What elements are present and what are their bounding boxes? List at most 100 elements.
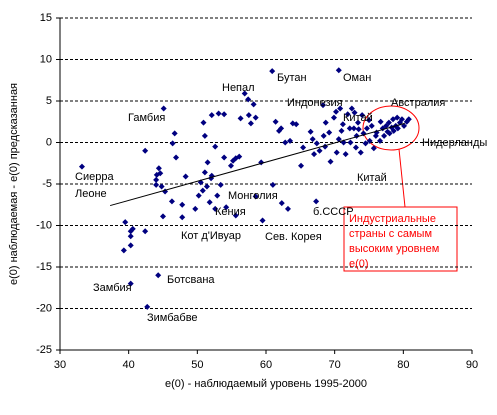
point	[160, 105, 167, 112]
point	[327, 158, 334, 165]
highlight-ellipse	[362, 105, 420, 151]
point	[335, 67, 342, 74]
point	[316, 147, 323, 154]
x-tick-label: 40	[123, 359, 135, 371]
callout-text: страны с самым	[349, 228, 432, 240]
point	[78, 163, 85, 170]
point	[241, 90, 248, 97]
point	[377, 118, 384, 125]
point	[142, 228, 149, 235]
callout-box	[343, 206, 458, 272]
x-tick-label: 90	[466, 359, 478, 371]
x-axis-label: e(0) - наблюдаемый уровень 1995-2000	[165, 378, 367, 390]
point	[214, 192, 221, 199]
annotation: Австралия	[391, 97, 445, 109]
point	[245, 112, 252, 119]
y-axis-label: e(0) наблюдаемая - e(0) предсказанная	[8, 83, 20, 285]
point	[245, 96, 252, 103]
point	[171, 130, 178, 137]
point	[390, 127, 397, 134]
point	[344, 111, 351, 118]
point	[120, 247, 127, 254]
callout-text: e(0)	[349, 258, 369, 270]
point	[368, 122, 375, 129]
y-tick-label: -10	[36, 219, 52, 231]
y-tick-label: -15	[36, 261, 52, 273]
x-tick-label: 70	[329, 359, 341, 371]
point	[383, 122, 390, 129]
point	[376, 137, 383, 144]
annotation: Ботсвана	[167, 274, 215, 286]
point	[168, 198, 175, 205]
point	[142, 147, 149, 154]
point	[212, 143, 219, 150]
point	[158, 183, 165, 190]
point	[206, 199, 213, 206]
annotation: Сев. Корея	[265, 231, 322, 243]
point	[351, 109, 358, 116]
x-tick-label: 30	[54, 359, 66, 371]
point	[236, 153, 243, 160]
point	[179, 201, 186, 208]
point	[127, 233, 134, 240]
point	[278, 200, 285, 207]
trendline	[109, 122, 405, 207]
point	[338, 127, 345, 134]
annotation: Кения	[215, 206, 246, 218]
point	[366, 137, 373, 144]
y-tick-label: 10	[40, 53, 52, 65]
point	[298, 162, 305, 169]
x-tick-label: 50	[191, 359, 203, 371]
point	[320, 132, 327, 139]
annotation: Кот д'Ивуар	[181, 230, 241, 242]
x-tick-label: 80	[397, 359, 409, 371]
point	[282, 139, 289, 146]
point	[405, 116, 412, 123]
point	[122, 219, 129, 226]
point	[200, 119, 207, 126]
point	[208, 112, 215, 119]
point	[337, 105, 344, 112]
point	[252, 114, 259, 121]
point	[129, 225, 136, 232]
point	[204, 159, 211, 166]
point	[212, 205, 219, 212]
callout-line	[398, 148, 406, 208]
point	[398, 116, 405, 123]
point	[160, 213, 166, 220]
point	[366, 117, 372, 124]
annotation: Сиерра	[75, 171, 114, 183]
point	[201, 132, 208, 139]
y-tick-label: 5	[46, 95, 52, 107]
y-tick-label: 15	[40, 12, 52, 24]
point	[363, 125, 370, 132]
y-tick-label: 0	[46, 136, 52, 148]
point	[293, 121, 300, 128]
annotation: Оман	[343, 72, 371, 84]
point	[370, 145, 377, 152]
point	[227, 162, 234, 169]
point	[313, 140, 320, 147]
annotation: Непал	[222, 82, 255, 94]
annotation: Гамбия	[128, 112, 165, 124]
point	[201, 169, 208, 176]
point	[394, 114, 401, 121]
point	[326, 129, 333, 136]
annotation: Нидерланды	[422, 137, 487, 149]
point	[155, 165, 162, 172]
point	[155, 272, 162, 279]
point	[269, 181, 276, 188]
point	[153, 176, 160, 183]
point	[127, 242, 134, 249]
point	[309, 136, 316, 143]
callout-text: высоким уровнем	[349, 243, 439, 255]
annotation: Зимбабве	[147, 312, 198, 324]
point	[217, 181, 224, 188]
point	[348, 105, 355, 112]
point	[221, 111, 228, 118]
point	[252, 193, 259, 200]
annotation: Монголия	[228, 190, 278, 202]
point	[182, 173, 189, 180]
annotation: Замбия	[93, 282, 132, 294]
point	[272, 118, 279, 125]
